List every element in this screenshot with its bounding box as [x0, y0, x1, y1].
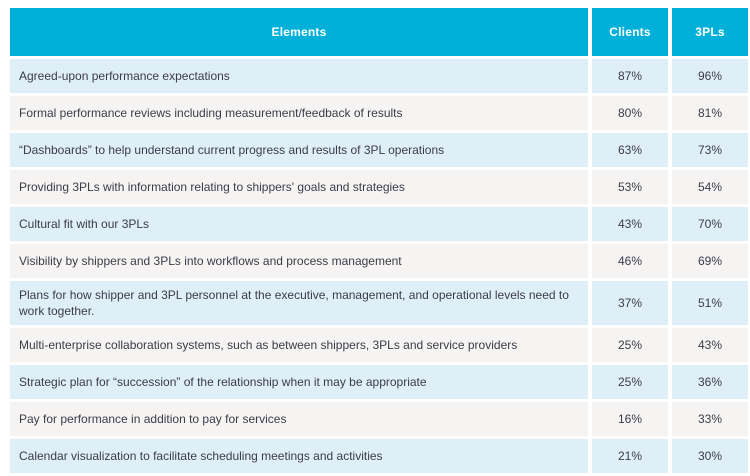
3pls-value: 54% — [672, 170, 748, 204]
element-label: Cultural fit with our 3PLs — [10, 207, 588, 241]
3pl-elements-table: Elements Clients 3PLs Agreed-upon perfor… — [10, 8, 748, 473]
element-label: Providing 3PLs with information relating… — [10, 170, 588, 204]
clients-value: 87% — [592, 59, 668, 93]
element-label: Agreed-upon performance expectations — [10, 59, 588, 93]
3pls-value: 70% — [672, 207, 748, 241]
3pls-value: 96% — [672, 59, 748, 93]
3pls-value: 33% — [672, 402, 748, 436]
3pls-value: 81% — [672, 96, 748, 130]
table-row: Plans for how shipper and 3PL personnel … — [10, 281, 748, 325]
table-row: Multi-enterprise collaboration systems, … — [10, 328, 748, 362]
table-row: Providing 3PLs with information relating… — [10, 170, 748, 204]
column-header-elements: Elements — [10, 8, 588, 56]
3pls-value: 69% — [672, 244, 748, 278]
element-label: “Dashboards” to help understand current … — [10, 133, 588, 167]
clients-value: 63% — [592, 133, 668, 167]
clients-value: 53% — [592, 170, 668, 204]
column-header-3pls: 3PLs — [672, 8, 748, 56]
clients-value: 21% — [592, 439, 668, 473]
3pls-value: 36% — [672, 365, 748, 399]
clients-value: 37% — [592, 281, 668, 325]
element-label: Multi-enterprise collaboration systems, … — [10, 328, 588, 362]
table-row: Formal performance reviews including mea… — [10, 96, 748, 130]
table-row: Pay for performance in addition to pay f… — [10, 402, 748, 436]
3pls-value: 51% — [672, 281, 748, 325]
element-label: Calendar visualization to facilitate sch… — [10, 439, 588, 473]
element-label: Visibility by shippers and 3PLs into wor… — [10, 244, 588, 278]
column-header-clients: Clients — [592, 8, 668, 56]
element-label: Pay for performance in addition to pay f… — [10, 402, 588, 436]
clients-value: 25% — [592, 328, 668, 362]
3pls-value: 30% — [672, 439, 748, 473]
clients-value: 46% — [592, 244, 668, 278]
element-label: Formal performance reviews including mea… — [10, 96, 588, 130]
clients-value: 80% — [592, 96, 668, 130]
element-label: Strategic plan for “succession” of the r… — [10, 365, 588, 399]
element-label: Plans for how shipper and 3PL personnel … — [10, 281, 588, 325]
table-row: “Dashboards” to help understand current … — [10, 133, 748, 167]
table-row: Strategic plan for “succession” of the r… — [10, 365, 748, 399]
table-header-row: Elements Clients 3PLs — [10, 8, 748, 56]
table-row: Cultural fit with our 3PLs 43% 70% — [10, 207, 748, 241]
table-row: Visibility by shippers and 3PLs into wor… — [10, 244, 748, 278]
3pls-value: 43% — [672, 328, 748, 362]
3pls-value: 73% — [672, 133, 748, 167]
clients-value: 16% — [592, 402, 668, 436]
table-row: Agreed-upon performance expectations 87%… — [10, 59, 748, 93]
table-row: Calendar visualization to facilitate sch… — [10, 439, 748, 473]
clients-value: 25% — [592, 365, 668, 399]
clients-value: 43% — [592, 207, 668, 241]
